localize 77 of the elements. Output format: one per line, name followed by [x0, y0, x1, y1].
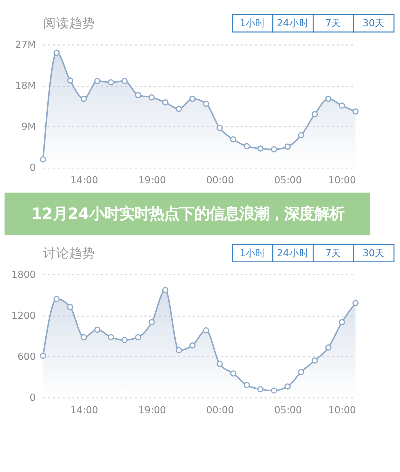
point	[176, 347, 182, 354]
point	[148, 319, 156, 326]
point	[216, 361, 224, 368]
x-tick-label: 14:00	[70, 406, 98, 417]
point	[67, 78, 74, 84]
point	[339, 102, 346, 109]
x-tick-label: 05:00	[274, 406, 302, 417]
x-tick-label: 19:00	[138, 406, 166, 417]
point	[40, 352, 46, 360]
text: 30天	[362, 248, 386, 260]
point	[40, 156, 46, 163]
point	[352, 108, 359, 115]
text: 1小时	[240, 247, 266, 260]
text: 7天	[326, 248, 342, 260]
x-tick-label: 19:00	[138, 176, 166, 187]
x-tick-label: 05:00	[274, 176, 302, 187]
y-tick-label: 27M	[16, 40, 36, 52]
point	[94, 78, 101, 84]
text: 7天	[326, 18, 342, 30]
chart-title: 阅读趋势	[43, 15, 96, 30]
y-tick-label: 1200	[12, 310, 36, 322]
text: 30天	[362, 18, 386, 30]
point	[271, 146, 278, 153]
point	[190, 96, 196, 102]
x-tick-label: 00:00	[206, 176, 234, 187]
point	[312, 111, 318, 118]
point	[108, 334, 114, 341]
point	[176, 106, 182, 112]
point	[352, 300, 359, 306]
point	[230, 136, 237, 143]
point	[325, 96, 332, 102]
point	[230, 370, 237, 377]
point	[67, 304, 74, 311]
y-tick-label: 1800	[12, 270, 36, 281]
y-tick-label: 0	[30, 163, 36, 174]
point	[135, 334, 142, 341]
y-tick-label: 600	[18, 352, 36, 363]
point	[203, 328, 210, 334]
x-tick-label: 10:00	[328, 176, 356, 187]
point	[339, 319, 346, 326]
point	[108, 79, 114, 86]
point	[122, 78, 128, 84]
point	[284, 144, 291, 150]
point	[148, 94, 156, 101]
point	[54, 296, 60, 302]
y-tick-label: 9M	[22, 122, 36, 134]
text: 24小时	[277, 247, 310, 260]
point	[325, 344, 332, 351]
point	[94, 326, 101, 334]
point	[244, 143, 250, 150]
point	[203, 100, 210, 108]
point	[271, 388, 278, 394]
chart-title: 讨论趋势	[43, 245, 96, 260]
point	[258, 146, 264, 152]
point	[162, 287, 169, 294]
x-tick-label: 10:00	[328, 406, 356, 417]
point	[298, 369, 305, 376]
text: 24小时	[277, 18, 310, 30]
point	[122, 337, 128, 344]
point	[298, 132, 305, 139]
x-tick-label: 00:00	[206, 406, 234, 417]
y-tick-label: 0	[30, 393, 36, 404]
point	[258, 386, 264, 393]
point	[135, 92, 142, 98]
text: 1小时	[240, 18, 266, 30]
point	[54, 50, 60, 56]
point	[244, 382, 250, 388]
point	[312, 358, 318, 364]
y-tick-label: 18M	[16, 81, 36, 92]
point	[216, 125, 224, 132]
point	[190, 342, 196, 349]
point	[162, 100, 169, 106]
point	[284, 384, 291, 390]
point	[80, 96, 88, 102]
point	[80, 334, 88, 341]
x-tick-label: 14:00	[70, 176, 98, 187]
text: 12月24小时实时热点下的信息浪潮，深度解析	[32, 204, 344, 223]
